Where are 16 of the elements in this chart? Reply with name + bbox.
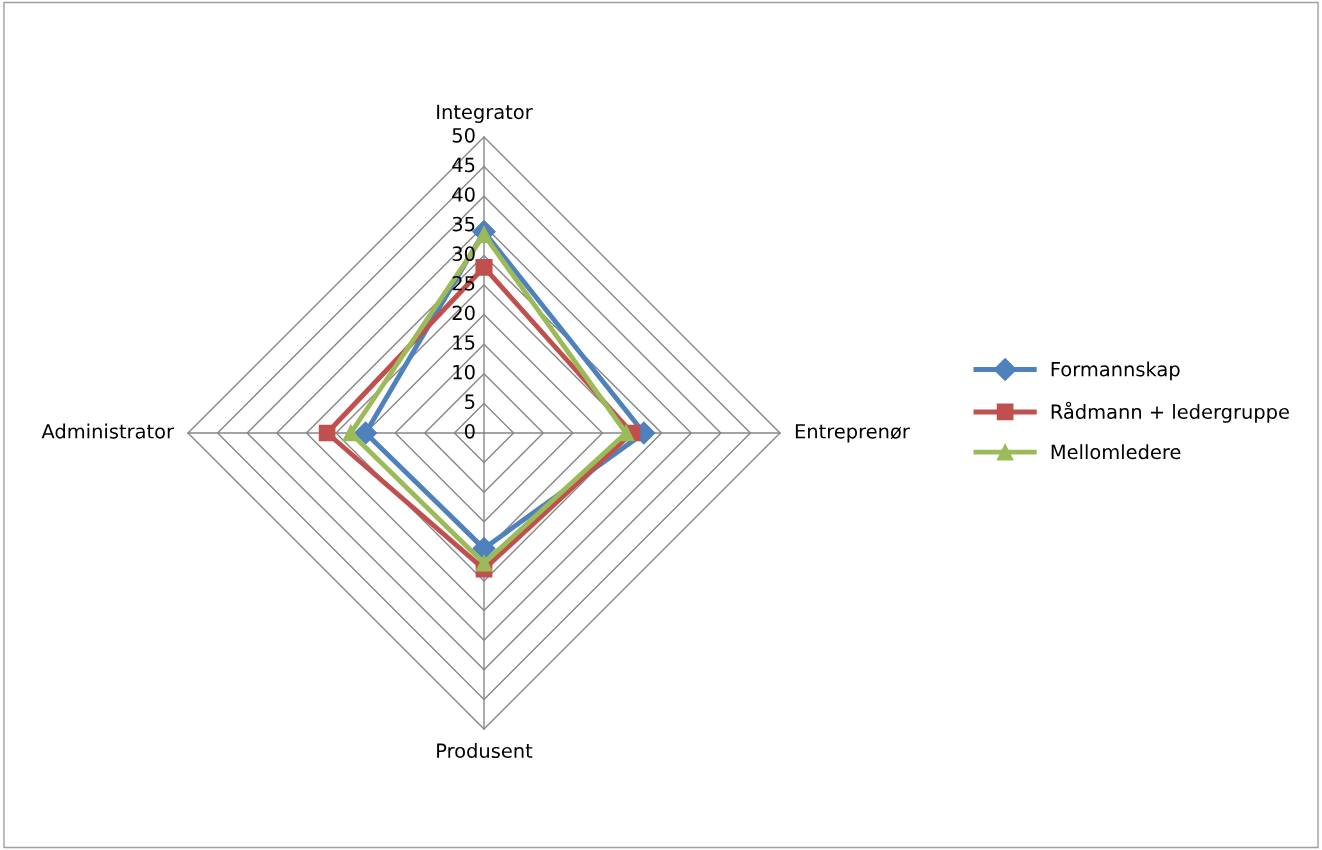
y-tick-label: 45 bbox=[452, 157, 475, 173]
spoke-label: Produsent bbox=[437, 743, 533, 759]
y-tick-label: 35 bbox=[452, 216, 475, 232]
legend-label: Formannskap bbox=[1051, 361, 1180, 381]
y-tick-label: 5 bbox=[465, 394, 475, 410]
y-tick-label: 20 bbox=[452, 305, 475, 321]
y-tick-label: 10 bbox=[453, 364, 475, 380]
legend-label: Mellomledere bbox=[1051, 444, 1181, 460]
spoke-label: Entreprenør bbox=[795, 424, 910, 443]
y-tick-label: 0 bbox=[464, 423, 475, 439]
y-tick-label: 40 bbox=[452, 187, 475, 202]
legend-label: Rådmann + ledergruppe bbox=[1051, 401, 1289, 423]
spoke-label: Administrator bbox=[41, 423, 174, 439]
y-tick-label: 15 bbox=[453, 335, 475, 350]
spoke-label: Integrator bbox=[437, 104, 533, 123]
y-tick-label: 50 bbox=[452, 127, 475, 143]
